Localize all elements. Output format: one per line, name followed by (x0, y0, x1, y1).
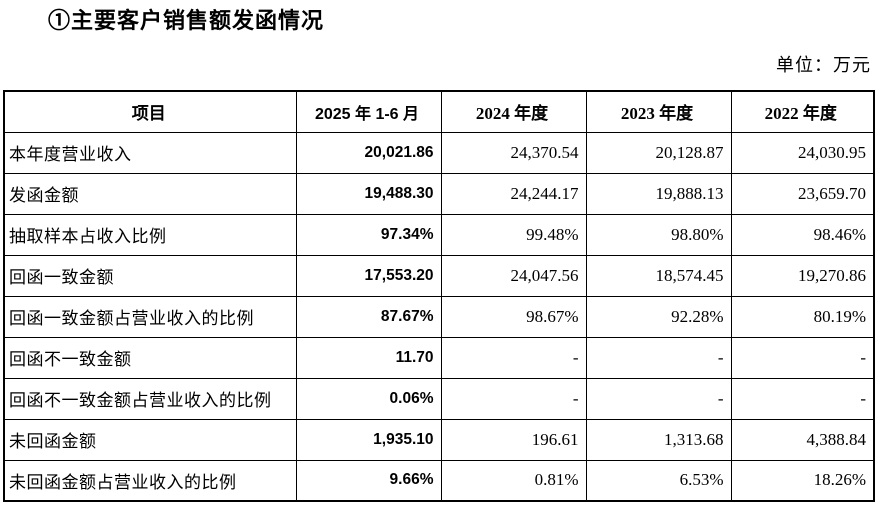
cell-2023: 98.80% (585, 213, 732, 256)
cell-2025h1: 17,553.20 (295, 254, 442, 297)
cell-2024: 24,244.17 (440, 172, 587, 215)
row-label: 未回函金额 (3, 418, 297, 461)
cell-2022: - (730, 377, 875, 420)
cell-2024: 24,047.56 (440, 254, 587, 297)
cell-2025h1: 11.70 (295, 336, 442, 379)
cell-2024: 196.61 (440, 418, 587, 461)
cell-2024: 24,370.54 (440, 131, 587, 174)
col-header-2022: 2022 年度 (730, 90, 875, 133)
row-label: 发函金额 (3, 172, 297, 215)
col-header-2025h1: 2025 年 1-6 月 (295, 90, 442, 133)
row-label: 回函一致金额占营业收入的比例 (3, 295, 297, 338)
cell-2022: 19,270.86 (730, 254, 875, 297)
table-row: 回函不一致金额 11.70 - - - (3, 336, 875, 379)
cell-2023: 6.53% (585, 459, 732, 502)
cell-2024: 98.67% (440, 295, 587, 338)
cell-2025h1: 0.06% (295, 377, 442, 420)
cell-2024: 99.48% (440, 213, 587, 256)
cell-2024: - (440, 336, 587, 379)
cell-2025h1: 97.34% (295, 213, 442, 256)
unit-label: 单位：万元 (776, 55, 871, 75)
table-row: 回函一致金额 17,553.20 24,047.56 18,574.45 19,… (3, 254, 875, 297)
cell-2025h1: 20,021.86 (295, 131, 442, 174)
col-header-2024: 2024 年度 (440, 90, 587, 133)
table-row: 本年度营业收入 20,021.86 24,370.54 20,128.87 24… (3, 131, 875, 174)
row-label: 回函一致金额 (3, 254, 297, 297)
cell-2025h1: 1,935.10 (295, 418, 442, 461)
cell-2023: - (585, 377, 732, 420)
cell-2023: 18,574.45 (585, 254, 732, 297)
row-label: 回函不一致金额占营业收入的比例 (3, 377, 297, 420)
cell-2023: 20,128.87 (585, 131, 732, 174)
cell-2025h1: 87.67% (295, 295, 442, 338)
row-label: 回函不一致金额 (3, 336, 297, 379)
table-row: 回函一致金额占营业收入的比例 87.67% 98.67% 92.28% 80.1… (3, 295, 875, 338)
page-title: ①主要客户销售额发函情况 (48, 8, 325, 33)
cell-2022: 4,388.84 (730, 418, 875, 461)
cell-2023: - (585, 336, 732, 379)
table-header-row: 项目 2025 年 1-6 月 2024 年度 2023 年度 2022 年度 (3, 90, 875, 133)
row-label: 本年度营业收入 (3, 131, 297, 174)
table-row: 回函不一致金额占营业收入的比例 0.06% - - - (3, 377, 875, 420)
confirmation-table: 项目 2025 年 1-6 月 2024 年度 2023 年度 2022 年度 … (3, 90, 875, 502)
cell-2022: 23,659.70 (730, 172, 875, 215)
cell-2023: 92.28% (585, 295, 732, 338)
cell-2022: 80.19% (730, 295, 875, 338)
cell-2025h1: 19,488.30 (295, 172, 442, 215)
cell-2022: - (730, 336, 875, 379)
cell-2025h1: 9.66% (295, 459, 442, 502)
col-header-item: 项目 (3, 90, 297, 133)
table-row: 未回函金额 1,935.10 196.61 1,313.68 4,388.84 (3, 418, 875, 461)
row-label: 未回函金额占营业收入的比例 (3, 459, 297, 502)
col-header-2023: 2023 年度 (585, 90, 732, 133)
table-row: 抽取样本占收入比例 97.34% 99.48% 98.80% 98.46% (3, 213, 875, 256)
cell-2022: 18.26% (730, 459, 875, 502)
cell-2022: 98.46% (730, 213, 875, 256)
cell-2023: 1,313.68 (585, 418, 732, 461)
table-row: 未回函金额占营业收入的比例 9.66% 0.81% 6.53% 18.26% (3, 459, 875, 502)
cell-2024: 0.81% (440, 459, 587, 502)
row-label: 抽取样本占收入比例 (3, 213, 297, 256)
cell-2024: - (440, 377, 587, 420)
table-row: 发函金额 19,488.30 24,244.17 19,888.13 23,65… (3, 172, 875, 215)
cell-2023: 19,888.13 (585, 172, 732, 215)
cell-2022: 24,030.95 (730, 131, 875, 174)
